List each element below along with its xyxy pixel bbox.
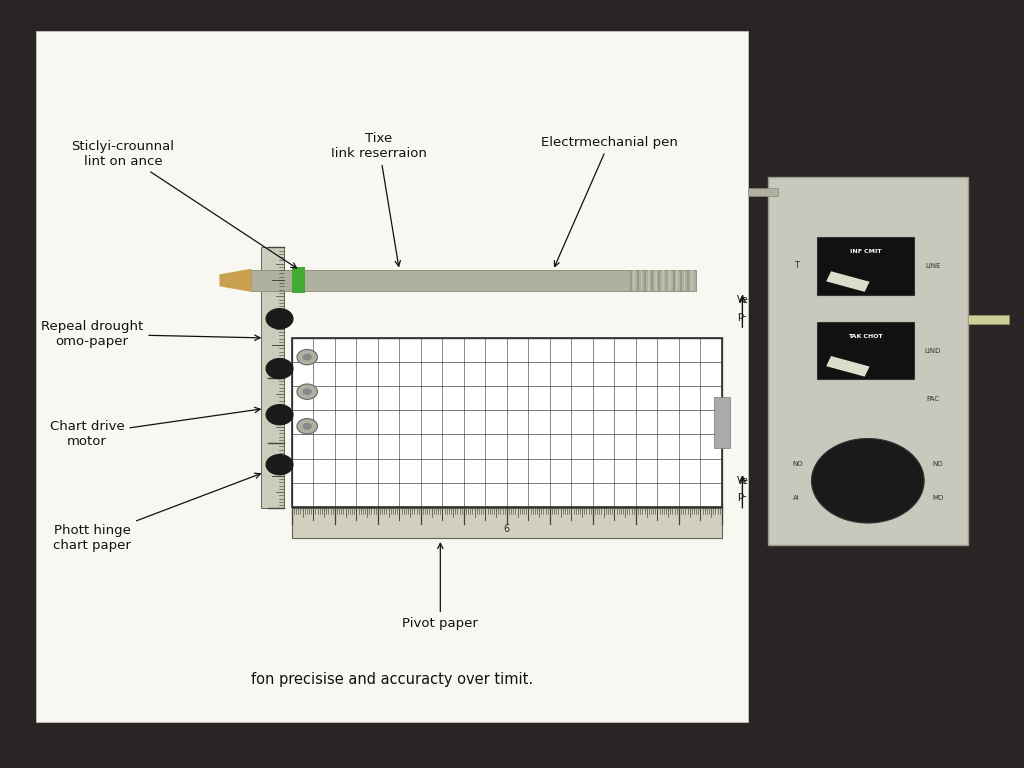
Text: INF CMIT: INF CMIT (850, 249, 882, 254)
Bar (261, 247, 284, 508)
Bar (651, 270, 653, 291)
Bar (673, 270, 675, 291)
Text: Phott hinge
chart paper: Phott hinge chart paper (53, 473, 260, 551)
Text: Ve: Ve (737, 296, 750, 306)
Bar (641, 270, 642, 291)
Bar (655, 270, 656, 291)
Text: NO: NO (793, 461, 803, 467)
Circle shape (266, 309, 293, 329)
Circle shape (303, 353, 311, 361)
Bar (826, 356, 869, 376)
Bar (647, 270, 649, 291)
Text: MO: MO (933, 495, 944, 501)
Circle shape (266, 455, 293, 475)
Circle shape (266, 359, 293, 379)
Bar (633, 270, 635, 291)
Bar (284, 408, 292, 414)
Bar (666, 270, 668, 291)
Bar (768, 177, 968, 545)
Circle shape (297, 349, 317, 365)
Bar (292, 267, 305, 293)
Polygon shape (220, 270, 251, 291)
Bar (687, 270, 689, 291)
Text: AI: AI (793, 495, 799, 501)
Text: TAK CHOT: TAK CHOT (849, 333, 883, 339)
Bar (817, 322, 914, 379)
Bar (292, 508, 722, 538)
Bar (644, 270, 646, 291)
Text: Chart drive
motor: Chart drive motor (50, 407, 260, 448)
Bar (658, 270, 660, 291)
Text: LINE: LINE (925, 263, 941, 269)
Bar (684, 270, 685, 291)
Text: T: T (795, 261, 799, 270)
Bar (670, 270, 671, 291)
Bar (251, 270, 696, 291)
Text: LIND: LIND (925, 348, 941, 353)
Text: Tixe
Iink reserraion: Tixe Iink reserraion (331, 132, 427, 266)
Bar (676, 270, 678, 291)
Bar (680, 270, 682, 291)
Text: fon precisise and accuracty over timit.: fon precisise and accuracty over timit. (251, 672, 532, 687)
Bar (637, 270, 639, 291)
Text: p-: p- (737, 492, 748, 502)
Bar (714, 397, 730, 448)
Text: Pivot paper: Pivot paper (402, 543, 478, 630)
Text: 6: 6 (504, 524, 510, 534)
Circle shape (303, 389, 311, 396)
Bar (968, 315, 1009, 324)
Text: Electrmechanial pen: Electrmechanial pen (541, 136, 678, 266)
Bar (662, 270, 664, 291)
Bar (826, 271, 869, 292)
Bar (36, 31, 748, 722)
Bar (748, 188, 778, 196)
Text: Sticlyi-crounnal
lint on ance: Sticlyi-crounnal lint on ance (72, 140, 297, 268)
Text: Repeal drought
omo-paper: Repeal drought omo-paper (41, 320, 260, 348)
Bar (690, 270, 692, 291)
Text: NO: NO (933, 461, 943, 467)
Bar (817, 237, 914, 295)
Circle shape (297, 384, 317, 399)
Bar (292, 338, 722, 507)
Text: Ve: Ve (737, 476, 750, 486)
Text: p-: p- (737, 311, 748, 321)
Text: PAC: PAC (927, 396, 939, 402)
Circle shape (811, 439, 925, 523)
Circle shape (297, 419, 317, 434)
Circle shape (303, 422, 311, 430)
Bar (630, 270, 632, 291)
Circle shape (266, 405, 293, 425)
